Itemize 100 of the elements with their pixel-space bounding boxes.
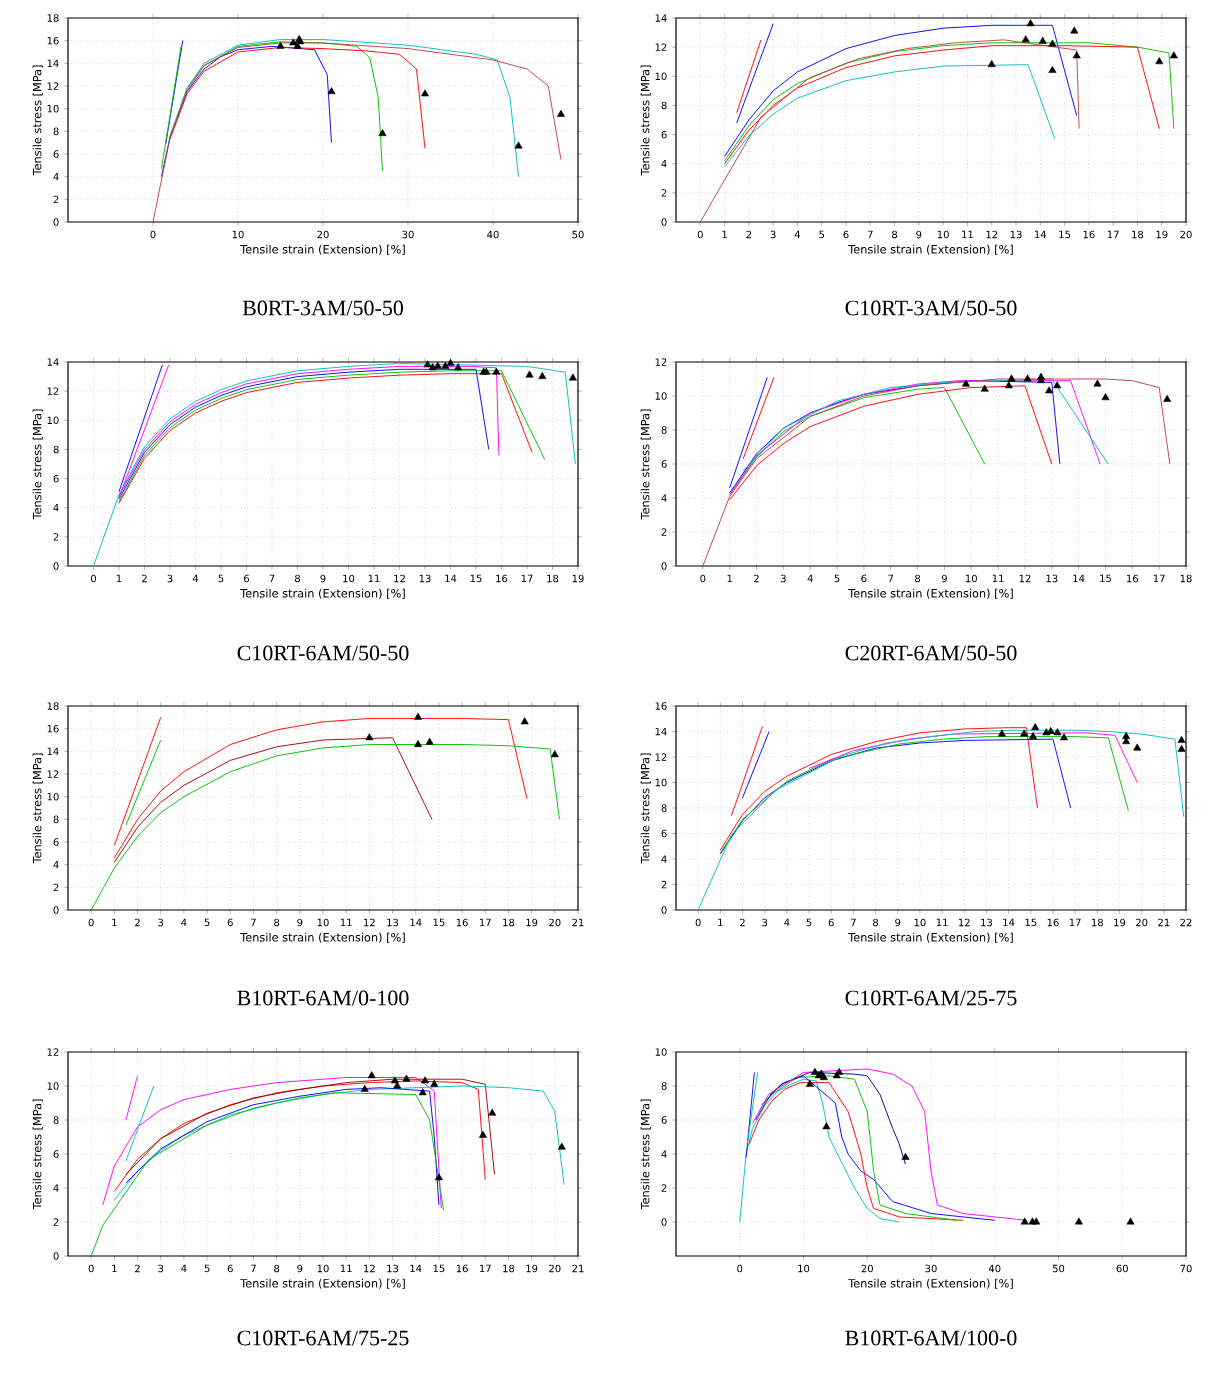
y-tick-label: 4 bbox=[661, 855, 667, 863]
x-tick-label: 4 bbox=[181, 918, 187, 927]
y-axis-title: Tensile stress [MPa] bbox=[640, 753, 651, 864]
x-tick-label: 21 bbox=[572, 1264, 584, 1273]
y-tick-label: 8 bbox=[53, 1116, 59, 1124]
x-tick-label: 20 bbox=[861, 1264, 873, 1273]
text: C10RT-6AM/50-50 bbox=[237, 645, 409, 661]
y-tick-label: 6 bbox=[53, 474, 59, 483]
y-tick-label: 18 bbox=[47, 14, 59, 22]
x-tick-label: 8 bbox=[274, 918, 280, 927]
x-tick-label: 7 bbox=[251, 918, 256, 927]
y-tick-label: 0 bbox=[661, 562, 667, 570]
x-tick-label: 16 bbox=[456, 1264, 468, 1273]
y-tick-label: 14 bbox=[655, 14, 667, 22]
x-tick-label: 11 bbox=[992, 574, 1004, 583]
x-tick-label: 0 bbox=[88, 1264, 94, 1273]
x-tick-label: 8 bbox=[873, 918, 879, 927]
text: B10RT-6AM/100-0 bbox=[845, 1330, 1017, 1346]
text: C10RT-6AM/25-75 bbox=[845, 990, 1017, 1006]
x-tick-label: 10 bbox=[798, 1264, 810, 1273]
x-tick-label: 17 bbox=[1153, 574, 1165, 583]
y-axis-title: Tensile stress [MPa] bbox=[32, 753, 43, 864]
x-tick-label: 10 bbox=[966, 574, 977, 583]
x-tick-label: 60 bbox=[1116, 1264, 1128, 1273]
x-tick-label: 20 bbox=[317, 230, 329, 239]
text: C10RT-3AM/50-50 bbox=[845, 300, 1017, 316]
y-tick-label: 14 bbox=[47, 747, 59, 755]
x-tick-label: 9 bbox=[297, 1264, 303, 1273]
x-tick-label: 13 bbox=[387, 1264, 399, 1273]
y-tick-label: 2 bbox=[661, 1184, 667, 1192]
x-tick-label: 7 bbox=[851, 918, 856, 927]
y-tick-label: 0 bbox=[661, 906, 667, 914]
x-tick-label: 16 bbox=[496, 574, 508, 583]
y-tick-label: 6 bbox=[661, 1116, 667, 1124]
x-tick-label: 8 bbox=[892, 230, 898, 239]
x-tick-label: 6 bbox=[828, 918, 834, 927]
x-tick-label: 8 bbox=[294, 574, 300, 583]
y-tick-label: 8 bbox=[661, 426, 667, 434]
x-tick-label: 15 bbox=[1100, 574, 1111, 583]
x-tick-label: 19 bbox=[1156, 230, 1168, 239]
x-tick-label: 3 bbox=[780, 574, 786, 583]
x-tick-label: 19 bbox=[1114, 918, 1126, 927]
y-tick-label: 10 bbox=[47, 792, 59, 801]
x-tick-label: 40 bbox=[988, 1264, 1001, 1273]
y-tick-label: 4 bbox=[53, 504, 59, 512]
y-tick-label: 0 bbox=[53, 1252, 59, 1260]
x-tick-label: 0 bbox=[88, 918, 94, 927]
x-tick-label: 19 bbox=[526, 1264, 538, 1273]
x-tick-label: 5 bbox=[834, 574, 840, 583]
x-tick-label: 14 bbox=[1003, 918, 1015, 927]
y-tick-label: 14 bbox=[47, 59, 59, 67]
x-tick-label: 14 bbox=[410, 1264, 422, 1273]
x-tick-label: 15 bbox=[1059, 230, 1071, 239]
y-tick-label: 2 bbox=[53, 533, 59, 541]
x-tick-label: 7 bbox=[251, 1264, 256, 1273]
y-tick-label: 2 bbox=[53, 883, 59, 892]
y-tick-label: 10 bbox=[47, 416, 59, 425]
x-tick-label: 40 bbox=[487, 230, 499, 239]
x-axis-title: Tensile strain (Extension) [%] bbox=[240, 244, 405, 255]
x-tick-label: 12 bbox=[1019, 574, 1031, 583]
x-tick-label: 2 bbox=[135, 918, 140, 927]
y-axis-title: Tensile stress [MPa] bbox=[640, 1099, 651, 1210]
y-tick-label: 2 bbox=[53, 195, 59, 204]
text: C10RT-6AM/75-25 bbox=[237, 1330, 409, 1346]
y-tick-label: 8 bbox=[661, 804, 667, 812]
x-tick-label: 14 bbox=[1035, 230, 1047, 239]
x-tick-label: 4 bbox=[181, 1264, 187, 1273]
x-axis-title: Tensile strain (Extension) [%] bbox=[848, 1278, 1013, 1289]
y-tick-label: 16 bbox=[47, 724, 59, 733]
x-tick-label: 11 bbox=[340, 918, 352, 927]
y-axis-title: Tensile stress [MPa] bbox=[32, 409, 43, 520]
x-tick-label: 10 bbox=[914, 918, 926, 927]
x-tick-label: 9 bbox=[941, 574, 947, 583]
y-tick-label: 8 bbox=[53, 815, 59, 824]
y-tick-label: 12 bbox=[655, 753, 667, 761]
text: B0RT-3AM/50-50 bbox=[242, 300, 404, 316]
x-tick-label: 15 bbox=[433, 1264, 445, 1273]
x-tick-label: 9 bbox=[297, 918, 303, 927]
x-tick-label: 15 bbox=[1025, 918, 1037, 927]
x-tick-label: 3 bbox=[158, 918, 164, 927]
x-tick-label: 9 bbox=[916, 230, 922, 239]
y-tick-label: 12 bbox=[47, 770, 59, 778]
x-tick-label: 1 bbox=[112, 918, 117, 927]
x-tick-label: 6 bbox=[227, 1264, 233, 1273]
x-tick-label: 1 bbox=[718, 918, 723, 927]
x-tick-label: 13 bbox=[981, 918, 992, 927]
x-tick-label: 2 bbox=[740, 918, 745, 927]
x-tick-label: 1 bbox=[727, 574, 732, 583]
y-tick-label: 14 bbox=[655, 727, 667, 736]
x-tick-label: 17 bbox=[521, 574, 533, 583]
x-tick-label: 5 bbox=[204, 918, 210, 927]
y-tick-label: 10 bbox=[655, 1048, 667, 1056]
y-tick-label: 10 bbox=[655, 72, 667, 81]
x-tick-label: 0 bbox=[697, 230, 703, 239]
x-tick-label: 16 bbox=[1047, 918, 1059, 927]
x-tick-label: 18 bbox=[547, 574, 559, 583]
x-tick-label: 4 bbox=[784, 918, 790, 927]
x-tick-label: 13 bbox=[1046, 574, 1058, 583]
x-tick-label: 3 bbox=[158, 1264, 164, 1273]
x-tick-label: 4 bbox=[192, 574, 199, 583]
